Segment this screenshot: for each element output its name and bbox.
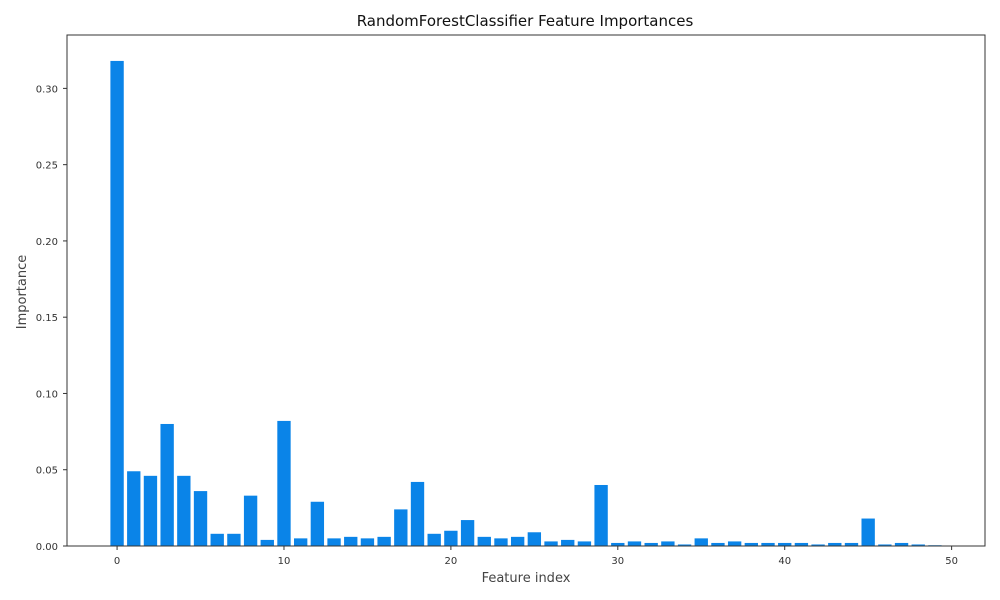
bar-feature-19 [427,533,441,546]
bar-feature-3 [160,423,174,546]
bar-feature-6 [210,533,224,546]
bar-feature-17 [394,509,408,546]
y-tick-label: 0.20 [36,237,58,248]
bar-feature-9 [260,539,274,546]
bar-feature-14 [344,536,358,546]
bar-feature-18 [410,481,425,546]
bar-feature-38 [744,542,758,546]
bar-feature-40 [778,542,792,546]
bar-feature-0 [110,60,124,547]
bar-feature-16 [377,536,391,546]
bar-feature-4 [177,475,191,546]
bar-feature-12 [310,501,325,546]
bar-feature-28 [577,541,592,546]
bar-feature-1 [127,471,141,546]
bar-feature-33 [661,541,675,546]
bar-feature-20 [444,530,458,546]
bar-feature-43 [828,542,842,546]
plot-frame [66,34,986,547]
bar-feature-39 [761,542,775,546]
bar-feature-41 [794,542,809,546]
y-tick-label: 0.30 [36,84,58,95]
x-axis-label: Feature index [482,571,571,586]
bar-feature-48 [911,544,925,546]
bar-feature-10 [277,420,291,546]
bar-feature-8 [243,495,258,546]
bar-feature-15 [360,538,375,546]
bar-feature-44 [844,542,859,546]
y-tick-label: 0.10 [36,389,58,400]
bar-feature-36 [711,542,725,546]
bar-feature-25 [527,532,542,546]
x-tick-label: 40 [778,556,791,567]
bar-feature-42 [811,544,825,546]
x-tick-label: 20 [445,556,458,567]
x-axis-ticks: 0 10 20 30 40 50 [114,546,958,567]
y-axis-ticks: 0.00 0.05 0.10 0.15 0.20 0.25 0.30 [36,84,67,553]
bars-group [110,60,942,547]
bar-feature-2 [143,475,158,546]
x-tick-label: 0 [114,556,120,567]
x-tick-label: 10 [278,556,291,567]
bar-feature-13 [327,538,341,546]
bar-feature-32 [644,542,658,546]
y-tick-label: 0.05 [36,466,58,477]
bar-feature-29 [594,484,608,546]
bar-feature-45 [861,518,875,546]
bar-feature-23 [494,538,508,546]
bar-feature-27 [561,539,575,546]
bar-feature-46 [878,544,892,546]
y-tick-label: 0.00 [36,542,58,553]
y-axis-label: Importance [15,255,30,330]
x-tick-label: 30 [611,556,624,567]
bar-feature-22 [477,536,491,546]
bar-feature-26 [544,541,558,546]
y-tick-label: 0.25 [36,161,58,172]
y-tick-label: 0.15 [36,313,58,324]
bar-feature-30 [611,542,625,546]
bar-feature-11 [294,538,308,546]
bar-feature-31 [627,541,642,546]
bar-feature-7 [227,533,241,546]
bar-feature-34 [677,544,692,546]
bar-feature-5 [193,491,208,546]
bar-feature-37 [727,541,742,546]
bar-feature-35 [694,538,708,546]
bar-feature-47 [894,542,909,546]
bar-feature-24 [510,536,525,546]
x-tick-label: 50 [945,556,958,567]
chart-title: RandomForestClassifier Feature Importanc… [357,12,694,30]
bar-feature-21 [460,520,475,546]
